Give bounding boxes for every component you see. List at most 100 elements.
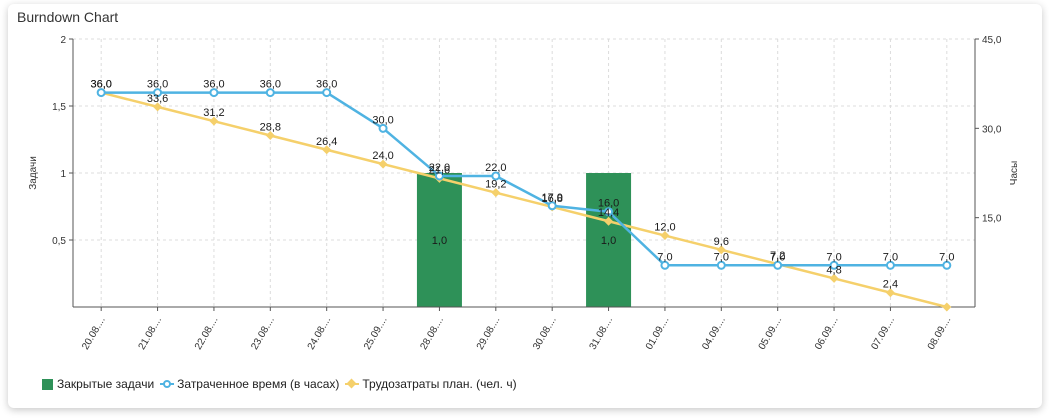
legend-label: Затраченное время (в часах) xyxy=(177,377,340,391)
point-marker xyxy=(829,273,839,283)
chart-title: Burndown Chart xyxy=(17,9,119,25)
x-tick-label: 28.08.... xyxy=(418,315,446,352)
point-value-label: 36,0 xyxy=(316,79,337,91)
y-left-tick-label: 1,5 xyxy=(52,102,66,113)
x-tick-label: 04.09.... xyxy=(700,315,728,352)
point-value-label: 22,0 xyxy=(429,162,450,174)
y-left-tick-label: 0,5 xyxy=(52,236,66,247)
point-marker xyxy=(378,123,388,133)
bar-closed-tasks xyxy=(416,173,462,307)
y-left-tick-label: 1 xyxy=(60,169,66,180)
point-marker xyxy=(265,88,275,98)
point-marker xyxy=(96,88,106,98)
x-tick-label: 21.08.... xyxy=(137,315,165,352)
bar-closed-tasks xyxy=(586,173,632,307)
point-value-label: 7,0 xyxy=(883,251,898,263)
x-tick-label: 23.08.... xyxy=(249,315,277,352)
data-labels: 1,0 1,0 36,0 33,6 31,2 28,8 26,4 24,0 21,6 19,2 16… xyxy=(90,79,954,291)
x-tick-label: 25.09.... xyxy=(362,315,390,352)
point-value-label: 14,4 xyxy=(598,207,619,219)
point-value-label: 16,8 xyxy=(541,193,562,205)
legend: Закрытые задачи Затраченное время (в час… xyxy=(42,377,523,391)
y-right-tick-label: 15,0 xyxy=(982,214,1002,225)
point-marker xyxy=(660,260,670,270)
x-tick-label: 22.08.... xyxy=(193,315,221,352)
point-marker xyxy=(885,288,895,298)
legend-item-planned-effort[interactable]: Трудозатраты план. (чел. ч) xyxy=(345,377,517,391)
x-tick-label: 24.08.... xyxy=(306,315,334,352)
point-marker xyxy=(153,102,163,112)
point-value-label: 26,4 xyxy=(316,136,337,148)
point-marker xyxy=(322,88,332,98)
legend-label: Закрытые задачи xyxy=(57,377,155,391)
point-marker xyxy=(547,201,557,211)
point-marker xyxy=(716,260,726,270)
x-tick-label: 30.08.... xyxy=(531,315,559,352)
point-value-label: 7,0 xyxy=(939,251,954,263)
point-value-label: 36,0 xyxy=(147,79,168,91)
series-line xyxy=(101,91,947,267)
point-value-label: 24,0 xyxy=(372,150,393,162)
lines-group xyxy=(96,88,952,312)
point-marker xyxy=(829,260,839,270)
x-tick-label: 07.09.... xyxy=(869,315,897,352)
bar-value-label: 1,0 xyxy=(432,235,447,247)
point-value-label: 22,0 xyxy=(485,162,506,174)
bar-swatch-icon xyxy=(42,378,53,390)
point-marker xyxy=(209,88,219,98)
point-marker xyxy=(434,171,444,181)
point-value-label: 4,8 xyxy=(826,264,841,276)
point-value-label: 19,2 xyxy=(485,179,506,191)
point-value-label: 36,0 xyxy=(90,79,111,91)
point-marker xyxy=(153,88,163,98)
point-marker xyxy=(322,145,332,155)
y-left-tick-label: 2 xyxy=(60,35,66,46)
point-value-label: 36,0 xyxy=(260,79,281,91)
x-tick-label: 29.08.... xyxy=(475,315,503,352)
x-tick-label: 06.09.... xyxy=(813,315,841,352)
chart-card xyxy=(8,4,1042,408)
point-marker xyxy=(660,231,670,241)
point-value-label: 7,0 xyxy=(714,251,729,263)
point-value-label: 28,8 xyxy=(260,121,281,133)
point-value-label: 7,2 xyxy=(770,250,785,262)
point-marker xyxy=(604,216,614,226)
bar-value-label: 1,0 xyxy=(601,235,616,247)
bars-group xyxy=(416,173,632,307)
point-marker xyxy=(716,245,726,255)
legend-item-closed-tasks[interactable]: Закрытые задачи xyxy=(42,377,154,391)
point-marker xyxy=(378,159,388,169)
point-value-label: 7,0 xyxy=(826,251,841,263)
point-marker xyxy=(604,207,614,217)
point-value-label: 21,6 xyxy=(429,164,450,176)
point-marker xyxy=(773,260,783,270)
point-value-label: 16,0 xyxy=(598,198,619,210)
point-value-label: 36,0 xyxy=(203,79,224,91)
point-marker xyxy=(209,116,219,126)
legend-item-spent-time[interactable]: Затраченное время (в часах) xyxy=(160,377,339,391)
point-value-label: 30,0 xyxy=(372,114,393,126)
point-value-label: 7,0 xyxy=(657,251,672,263)
x-tick-label: 01.09.... xyxy=(644,315,672,352)
x-tick-label: 31.08.... xyxy=(588,315,616,352)
point-value-label: 31,2 xyxy=(203,107,224,119)
point-marker xyxy=(942,302,952,312)
axes: 0,5 1 1,5 2 15,0 30,0 45,0 Задачи Часы 20.08.... 2… xyxy=(28,35,1020,352)
point-value-label: 36,0 xyxy=(90,79,111,91)
point-value-label: 12,0 xyxy=(654,222,675,234)
series-line xyxy=(100,91,948,309)
x-tick-label: 20.08.... xyxy=(80,315,108,352)
point-marker xyxy=(491,188,501,198)
y-right-tick-label: 30,0 xyxy=(982,124,1002,135)
circle-marker-icon xyxy=(160,379,175,389)
point-marker xyxy=(885,260,895,270)
point-value-label: 7,0 xyxy=(770,251,785,263)
point-value-label: 33,6 xyxy=(147,93,168,105)
point-marker xyxy=(265,130,275,140)
y-right-axis-title: Часы xyxy=(1009,161,1020,185)
point-marker xyxy=(942,260,952,270)
x-tick-label: 05.09.... xyxy=(757,315,785,352)
point-value-label: 2,4 xyxy=(883,279,898,291)
legend-label: Трудозатраты план. (чел. ч) xyxy=(362,377,517,391)
